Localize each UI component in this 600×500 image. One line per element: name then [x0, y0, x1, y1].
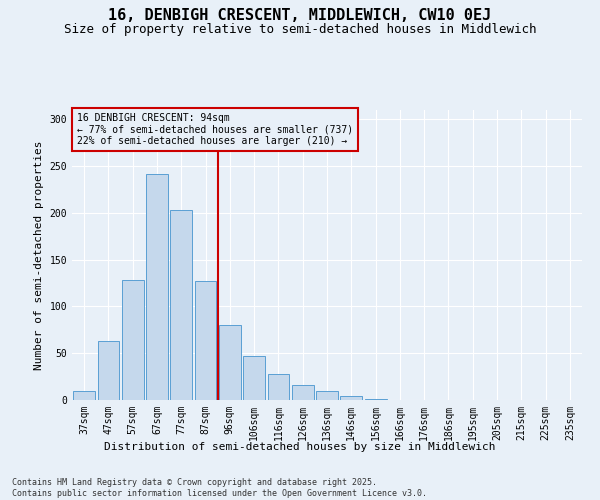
Text: Contains HM Land Registry data © Crown copyright and database right 2025.
Contai: Contains HM Land Registry data © Crown c… [12, 478, 427, 498]
Bar [292, 385, 314, 400]
Text: 16, DENBIGH CRESCENT, MIDDLEWICH, CW10 0EJ: 16, DENBIGH CRESCENT, MIDDLEWICH, CW10 0… [109, 8, 491, 22]
Bar [316, 390, 338, 400]
Bar [73, 390, 95, 400]
Y-axis label: Number of semi-detached properties: Number of semi-detached properties [34, 140, 44, 370]
Bar [268, 374, 289, 400]
Text: 16 DENBIGH CRESCENT: 94sqm
← 77% of semi-detached houses are smaller (737)
22% o: 16 DENBIGH CRESCENT: 94sqm ← 77% of semi… [77, 113, 353, 146]
Text: Size of property relative to semi-detached houses in Middlewich: Size of property relative to semi-detach… [64, 22, 536, 36]
Bar [170, 210, 192, 400]
Bar [97, 341, 119, 400]
Bar [146, 174, 168, 400]
Bar [243, 356, 265, 400]
Bar [365, 399, 386, 400]
Text: Distribution of semi-detached houses by size in Middlewich: Distribution of semi-detached houses by … [104, 442, 496, 452]
Bar [219, 325, 241, 400]
Bar [122, 280, 143, 400]
Bar [194, 281, 217, 400]
Bar [340, 396, 362, 400]
